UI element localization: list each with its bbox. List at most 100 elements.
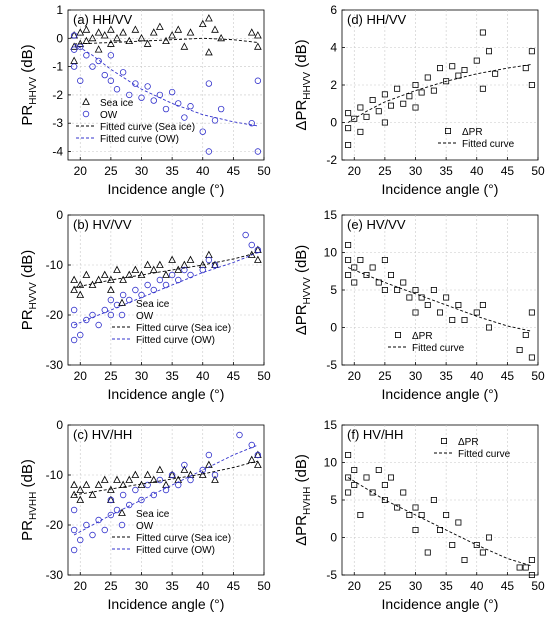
legend-entry: OW <box>100 110 118 121</box>
x-tick-label: 35 <box>165 164 179 178</box>
square-point <box>424 549 431 556</box>
y-tick-label: 4 <box>330 41 337 55</box>
x-tick-label: 50 <box>531 164 545 178</box>
circle-point <box>113 86 121 93</box>
square-point <box>430 286 437 293</box>
circle-point <box>211 261 219 269</box>
y-tick-label: -5 <box>326 568 337 582</box>
triangle-point <box>156 22 164 30</box>
circle-point <box>248 241 255 249</box>
square-point <box>369 97 376 104</box>
square-point <box>351 115 358 122</box>
chart-panel-3: 20 25 30 35 40 45 50 -30 -20 -10 0 Incidence angle … <box>19 208 271 402</box>
circle-point <box>150 97 157 104</box>
series-1 <box>345 241 535 361</box>
series-1 <box>345 29 535 148</box>
circle-point <box>119 491 127 499</box>
square-point <box>418 512 425 519</box>
circle-point <box>205 80 213 87</box>
square-point <box>443 78 450 85</box>
x-tick-label: 25 <box>104 164 118 178</box>
square-point <box>412 504 419 511</box>
y-tick-label: -10 <box>46 258 64 272</box>
triangle-point <box>156 260 164 268</box>
square-point <box>363 113 370 120</box>
triangle-point <box>100 31 109 39</box>
legend-entry: ΔPR <box>412 331 433 342</box>
square-point <box>461 316 468 323</box>
square-point <box>436 65 443 72</box>
circle-point <box>70 306 78 314</box>
x-tick-label: 35 <box>165 579 179 593</box>
x-tick-label: 30 <box>409 579 423 593</box>
triangle-point <box>125 270 134 278</box>
x-axis-label: Incidence angle (°) <box>108 181 225 197</box>
y-axis-label: ΔPRHVVV (dB) <box>293 245 313 336</box>
square-point <box>406 294 413 301</box>
triangle-point <box>94 480 103 488</box>
legend-entry: Fitted curve <box>458 449 511 460</box>
x-tick-label: 20 <box>348 579 362 593</box>
y-tick-label: 0 <box>56 208 63 222</box>
y-tick-label: 5 <box>330 283 337 297</box>
circle-point <box>83 521 90 529</box>
triangle-point <box>70 480 78 488</box>
circle-point <box>132 486 139 494</box>
x-tick-label: 45 <box>501 164 515 178</box>
circle-point <box>156 476 164 484</box>
circle-point <box>254 77 262 84</box>
x-tick-label: 20 <box>74 369 88 383</box>
chart-panel-1: 20 25 30 35 40 45 50 -4 -3 -2 -1 0 1 Incidence angle … <box>19 3 271 197</box>
square-point <box>369 489 376 496</box>
circle-point <box>118 521 126 529</box>
triangle-point <box>168 31 176 39</box>
x-tick-label: 20 <box>348 164 362 178</box>
triangle-point <box>205 14 213 22</box>
y-tick-label: -2 <box>326 153 337 167</box>
circle-point <box>199 466 206 474</box>
fitted-curve-line <box>73 43 258 127</box>
triangle-point <box>88 490 97 498</box>
square-point <box>461 67 468 74</box>
square-point <box>485 324 492 331</box>
square-point <box>394 504 401 511</box>
fitted-curve-line <box>73 444 259 536</box>
triangle-point <box>107 275 115 283</box>
legend-entry: OW <box>136 521 154 532</box>
square-point <box>400 279 407 286</box>
triangle-point <box>254 42 262 50</box>
y-tick-label: -3 <box>52 116 63 130</box>
square-point <box>345 474 352 481</box>
panel-title: (d) HH/VV <box>347 12 407 27</box>
x-tick-label: 25 <box>378 164 392 178</box>
triangle-point <box>143 260 152 268</box>
circle-point <box>132 286 139 294</box>
triangle-point <box>180 465 189 473</box>
x-axis-label: Incidence angle (°) <box>382 596 499 612</box>
square-point <box>351 466 358 473</box>
y-tick-label: -20 <box>46 308 64 322</box>
triangle-point <box>174 265 183 273</box>
square-point <box>479 549 486 556</box>
circle-point <box>144 481 151 489</box>
series-1 <box>70 14 262 64</box>
square-point <box>522 331 529 338</box>
y-tick-label: 0 <box>330 321 337 335</box>
circle-point <box>119 69 127 76</box>
square-point <box>345 241 352 248</box>
triangle-point <box>247 28 256 36</box>
circle-point <box>95 57 102 65</box>
circle-point <box>162 486 170 494</box>
circle-point <box>242 231 249 239</box>
triangle-point <box>76 495 85 503</box>
square-point <box>473 542 480 549</box>
circle-point <box>126 91 133 99</box>
triangle-point <box>113 33 121 42</box>
square-point <box>528 354 535 361</box>
legend-entry: Fitted curve (Sea ice) <box>136 533 231 544</box>
circle-point <box>77 331 84 339</box>
y-tick-label: 0 <box>330 116 337 130</box>
triangle-point <box>198 470 207 478</box>
x-axis-label: Incidence angle (°) <box>108 596 225 612</box>
